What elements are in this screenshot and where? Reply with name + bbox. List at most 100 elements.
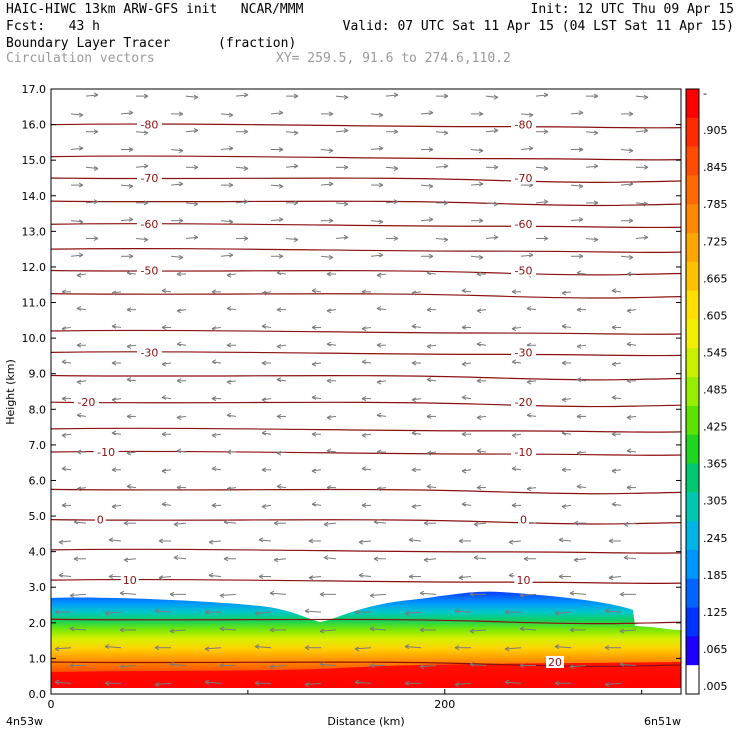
vector-arrowhead: [578, 253, 584, 259]
vector-arrowhead: [193, 94, 199, 100]
vector-arrowhead: [426, 343, 432, 349]
vector-arrowhead: [119, 664, 125, 670]
y-tick-label: 14.0: [22, 190, 47, 203]
vector-arrowhead: [293, 93, 299, 99]
vector-arrowhead: [223, 556, 229, 562]
isotherm-line: [51, 200, 681, 207]
vector-arrowhead: [204, 609, 210, 615]
vector-arrowhead: [58, 539, 64, 545]
colorbar-swatch: [686, 492, 699, 522]
vector-arrowhead: [319, 628, 325, 634]
vector-arrowhead: [493, 128, 499, 133]
circulation-vector: [269, 665, 287, 668]
vector-arrowhead: [269, 590, 275, 596]
vector-arrowhead: [261, 290, 267, 296]
y-tick-label: 2.0: [29, 617, 47, 630]
circulation-vector: [569, 665, 587, 668]
vector-arrowhead: [78, 252, 84, 258]
circulation-vector: [485, 130, 499, 133]
vector-arrowhead: [373, 556, 379, 562]
vector-arrowhead: [161, 431, 167, 437]
colorbar-swatch: [686, 261, 699, 292]
circulation-vector: [404, 646, 422, 649]
circulation-vector: [554, 611, 572, 614]
vector-arrowhead: [328, 181, 334, 187]
circulation-vector: [635, 236, 649, 239]
x-tick-label: 0: [48, 698, 55, 711]
isotherm-label-bg: [511, 396, 536, 409]
isotherm-line: [51, 519, 681, 525]
vector-arrowhead: [523, 556, 529, 562]
circulation-vector: [273, 558, 287, 561]
vector-arrowhead: [476, 271, 482, 277]
vector-arrowhead: [376, 449, 382, 455]
colorbar-swatch: [686, 434, 699, 465]
vector-arrowhead: [378, 252, 384, 258]
vector-arrowhead: [126, 270, 132, 276]
vector-arrowhead: [561, 504, 567, 510]
circulation-vector: [370, 254, 384, 257]
colorbar-label: .725: [703, 235, 728, 248]
isotherm-label: 0: [97, 514, 104, 527]
circulation-vector: [170, 149, 184, 152]
vector-arrowhead: [593, 200, 599, 206]
circulation-vector: [470, 149, 484, 152]
vector-arrowhead: [228, 219, 234, 225]
vector-arrowhead: [58, 572, 64, 578]
vector-arrowhead: [243, 92, 249, 98]
vector-arrowhead: [443, 93, 449, 99]
isotherm-label: -60: [140, 218, 158, 231]
vector-arrowhead: [443, 200, 449, 206]
vector-arrowhead: [143, 237, 149, 243]
circulation-vector: [270, 184, 284, 187]
vector-arrowhead: [276, 343, 282, 349]
circulation-vector: [519, 593, 537, 597]
vector-arrowhead: [358, 572, 364, 578]
vector-arrowhead: [278, 253, 284, 259]
circulation-vector: [604, 610, 622, 613]
isotherm-label-bg: [511, 171, 536, 184]
vector-arrowhead: [243, 236, 249, 241]
vector-arrowhead: [143, 93, 149, 99]
vector-arrowhead: [261, 360, 267, 366]
circulation-vector: [570, 218, 584, 222]
circulation-vector: [220, 220, 234, 223]
circulation-vector: [120, 218, 134, 222]
circulation-vector: [420, 218, 434, 222]
colorbar-label: .065: [703, 643, 728, 656]
colorbar-swatch: [686, 377, 699, 407]
isotherm-line: [51, 427, 681, 433]
y-tick-label: 10.0: [22, 332, 47, 345]
vector-arrowhead: [543, 236, 549, 241]
vector-arrowhead: [619, 628, 625, 634]
vector-arrowhead: [554, 680, 560, 686]
vector-arrowhead: [258, 574, 264, 580]
isotherm-label: -80: [515, 119, 533, 132]
vector-arrowhead: [193, 234, 199, 240]
vector-arrowhead: [319, 661, 325, 667]
vector-arrowhead: [361, 359, 367, 365]
vector-arrowhead: [369, 626, 375, 632]
vector-arrowhead: [93, 166, 99, 171]
vector-arrowhead: [543, 92, 549, 98]
vector-arrowhead: [326, 308, 332, 314]
vector-arrowhead: [258, 537, 264, 543]
vector-arrowhead: [454, 645, 460, 651]
isotherm-label-bg: [73, 396, 99, 409]
isotherm-label: -20: [77, 396, 95, 409]
circulation-vector: [473, 557, 487, 560]
isotherm-label-bg: [511, 218, 536, 231]
colorbar-swatch: [686, 636, 699, 666]
vector-arrowhead: [111, 323, 117, 329]
vector-arrowhead: [161, 394, 167, 400]
vector-arrowhead: [178, 181, 184, 187]
vector-arrowhead: [378, 112, 384, 118]
isotherm-label-bg: [511, 264, 536, 277]
circulation-vector: [304, 682, 322, 686]
vector-arrowhead: [261, 467, 267, 473]
vector-arrowhead: [169, 628, 175, 634]
vector-arrowhead: [128, 110, 134, 116]
vector-arrowhead: [554, 610, 560, 616]
vector-arrowhead: [254, 680, 260, 686]
vector-arrowhead: [61, 326, 67, 332]
